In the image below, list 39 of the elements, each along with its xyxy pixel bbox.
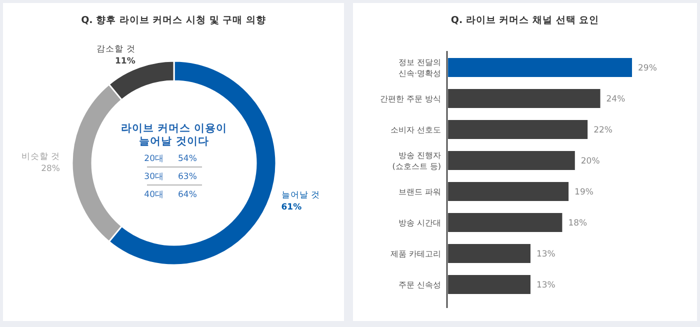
y-tick-label: 제품 카테고리 — [390, 250, 441, 258]
text: 54% — [178, 154, 197, 164]
data-label: 20% — [580, 156, 600, 166]
y-tick-label: 방송 진행자 (쇼호스트 등) — [392, 151, 441, 171]
data-label: 18% — [568, 218, 588, 228]
data-label: 61% — [281, 202, 302, 213]
text: 64% — [178, 190, 197, 200]
text: 40대 — [144, 190, 164, 200]
text: 라이브 커머스 이용이 늘어날 것이다 — [120, 122, 228, 148]
data-label: 19% — [574, 188, 594, 198]
text: 20대 — [144, 154, 164, 164]
data-label: 13% — [536, 250, 556, 260]
y-tick-label: 브랜드 파워 — [398, 188, 441, 196]
data-label: 29% — [638, 64, 657, 74]
bar — [448, 244, 530, 263]
chart-title: Q. 향후 라이브 커머스 시청 및 구매 의향 — [81, 15, 266, 26]
bar — [448, 151, 575, 170]
y-tick-label: 주문 신속성 — [398, 280, 441, 290]
data-label: 28% — [41, 164, 60, 174]
data-label: 13% — [536, 280, 556, 290]
slice-label: 비슷할 것 — [21, 152, 60, 162]
data-label: 24% — [606, 94, 626, 104]
slice-label: 늘어날 것 — [281, 190, 320, 201]
bar — [448, 182, 569, 201]
y-tick-label: 방송 시간대 — [398, 218, 441, 228]
data-label: 22% — [594, 126, 612, 136]
text: 30대 — [144, 172, 164, 182]
bar — [448, 58, 632, 77]
bar — [448, 213, 562, 232]
data-label: 11% — [115, 56, 136, 67]
bar — [448, 275, 530, 294]
y-tick-label: 소비자 선호도 — [390, 126, 441, 134]
slice-label: 감소할 것 — [96, 44, 136, 55]
chart-title: Q. 라이브 커머스 채널 선택 요인 — [450, 15, 600, 26]
bar — [448, 89, 600, 108]
text: 63% — [178, 172, 197, 182]
y-tick-label: 간편한 주문 방식 — [380, 94, 441, 104]
y-tick-label: 정보 전달의 신속·명확성 — [398, 58, 441, 78]
bar — [448, 120, 588, 139]
